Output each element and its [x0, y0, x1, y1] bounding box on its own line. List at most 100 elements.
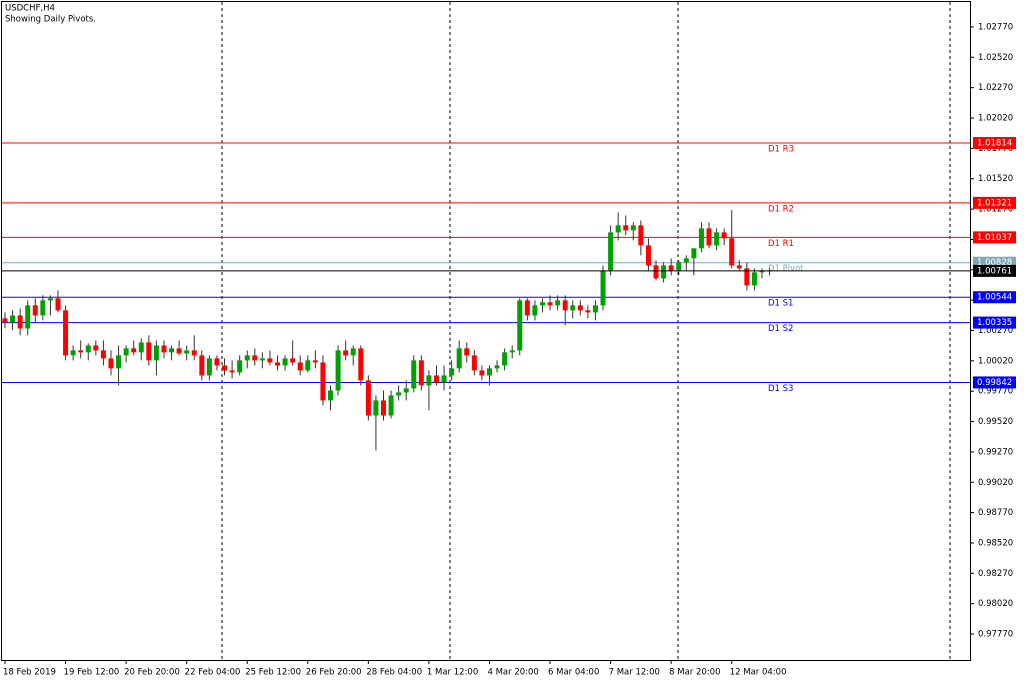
candle-body — [199, 355, 205, 376]
candle-body — [320, 362, 326, 401]
candle-body — [486, 368, 492, 376]
candle-body — [169, 348, 175, 353]
candle-body — [426, 375, 432, 386]
candle-body — [661, 265, 667, 279]
y-tick-label: 1.00020 — [978, 356, 1013, 366]
y-tick-label: 0.98270 — [978, 569, 1013, 579]
price-tag-label: 0.99842 — [977, 378, 1012, 388]
y-tick-label: 0.98020 — [978, 599, 1013, 609]
candle-body — [40, 300, 46, 316]
y-tick-label: 0.99270 — [978, 447, 1013, 457]
candle-body — [524, 300, 530, 316]
candle-body — [267, 358, 273, 363]
x-tick-label: 7 Mar 12:00 — [609, 668, 660, 678]
y-tick-label: 1.00270 — [978, 326, 1013, 336]
candle-body — [312, 360, 318, 363]
price-tag — [973, 376, 1016, 389]
pivot-label: D1 S2 — [768, 324, 793, 334]
price-tag — [973, 137, 1016, 150]
x-tick-label: 8 Mar 20:00 — [669, 668, 720, 678]
pivot-label: D1 R1 — [768, 239, 794, 249]
candle-body — [297, 362, 303, 371]
candle-body — [449, 368, 455, 376]
pivot-label: D1 R2 — [768, 204, 794, 214]
candle-body — [365, 380, 371, 416]
candle-body — [698, 228, 704, 249]
y-tick-label: 0.98520 — [978, 538, 1013, 548]
y-tick-label: 1.02770 — [978, 22, 1013, 32]
candle-body — [509, 350, 515, 353]
candle-body — [517, 300, 523, 351]
chart-title: USDCHF,H4 — [5, 4, 55, 14]
price-tag — [973, 231, 1016, 244]
candle-body — [55, 298, 61, 311]
candle-body — [100, 350, 106, 359]
y-tick-label: 1.01270 — [978, 205, 1013, 215]
price-tag-label: 1.01321 — [977, 198, 1012, 208]
candle-body — [373, 400, 379, 416]
candle-body — [630, 225, 636, 231]
candle-body — [184, 350, 190, 354]
pivot-label: D1 Pivot — [768, 264, 804, 274]
plot-frame — [1, 1, 971, 661]
candle-body — [494, 365, 500, 369]
candle-body — [335, 350, 341, 391]
candle-body — [615, 225, 621, 233]
x-tick-label: 28 Feb 04:00 — [366, 668, 422, 678]
candle-body — [176, 348, 182, 354]
candle-body — [555, 300, 561, 306]
candle-body — [706, 228, 712, 246]
y-tick-label: 0.99770 — [978, 387, 1013, 397]
candle-body — [214, 358, 220, 366]
candle-body — [653, 265, 659, 279]
candle-body — [714, 232, 720, 246]
candle-body — [608, 232, 614, 271]
x-tick-label: 4 Mar 20:00 — [487, 668, 538, 678]
x-tick-label: 12 Mar 04:00 — [730, 668, 787, 678]
y-tick-label: 0.98770 — [978, 508, 1013, 518]
candle-body — [585, 310, 591, 313]
candle-body — [751, 272, 757, 286]
candle-body — [418, 360, 424, 386]
y-tick-label: 1.02520 — [978, 53, 1013, 63]
x-tick-label: 25 Feb 12:00 — [245, 668, 301, 678]
candle-body — [275, 362, 281, 366]
y-tick-label: 1.01520 — [978, 174, 1013, 184]
pivot-label: D1 S1 — [768, 299, 793, 309]
candle-body — [350, 348, 356, 356]
candle-body — [290, 358, 296, 363]
candle-body — [259, 358, 265, 361]
price-tag-label: 1.00544 — [977, 293, 1012, 303]
candle-body — [668, 265, 674, 271]
candle-body — [547, 302, 553, 306]
candle-body — [328, 390, 334, 401]
candle-body — [93, 345, 99, 351]
candle-body — [562, 300, 568, 311]
candle-body — [70, 350, 76, 356]
candle-body — [63, 310, 69, 356]
chart-subtitle: Showing Daily Pivots. — [5, 15, 96, 25]
candle-body — [736, 265, 742, 269]
candle-body — [25, 305, 31, 329]
candle-body — [623, 225, 629, 231]
candle-body — [381, 400, 386, 416]
candle-body — [433, 375, 439, 383]
candle-body — [108, 358, 114, 369]
candle-body — [532, 305, 538, 316]
price-tag-label: 1.00828 — [977, 258, 1012, 268]
candle-body — [244, 355, 250, 361]
candle-body — [600, 270, 606, 306]
candle-body — [131, 348, 137, 353]
candle-body — [388, 395, 394, 416]
candle-body — [161, 345, 167, 353]
candle-body — [396, 392, 402, 396]
candle-body — [116, 355, 122, 369]
x-tick-label: 26 Feb 20:00 — [306, 668, 362, 678]
candle-body — [17, 315, 23, 329]
y-tick-label: 1.02020 — [978, 114, 1013, 124]
x-tick-label: 6 Mar 04:00 — [548, 668, 599, 678]
candle-body — [645, 245, 651, 266]
candle-body — [10, 315, 16, 323]
